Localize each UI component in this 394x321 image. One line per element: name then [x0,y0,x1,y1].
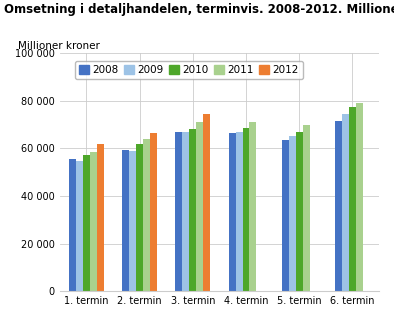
Bar [335,121,342,291]
Bar [282,140,289,291]
Bar [236,132,243,291]
Bar [122,150,129,291]
Bar [196,122,203,291]
Bar [303,125,310,291]
Bar [229,133,236,291]
Text: Omsetning i detaljhandelen, terminvis. 2008-2012. Millioner kroner: Omsetning i detaljhandelen, terminvis. 2… [4,3,394,16]
Bar [90,152,97,291]
Bar [83,155,90,291]
Bar [129,151,136,291]
Bar [349,107,356,291]
Bar [143,139,150,291]
Bar [249,122,256,291]
Bar [289,136,296,291]
Bar [182,132,189,291]
Bar [69,159,76,291]
Bar [342,114,349,291]
Bar [136,143,143,291]
Bar [76,161,83,291]
Bar [203,114,210,291]
Bar [243,128,249,291]
Bar [175,132,182,291]
Bar [97,143,104,291]
Bar [189,129,196,291]
Legend: 2008, 2009, 2010, 2011, 2012: 2008, 2009, 2010, 2011, 2012 [74,61,303,79]
Bar [356,103,363,291]
Text: Millioner kroner: Millioner kroner [18,41,100,51]
Bar [150,133,157,291]
Bar [296,132,303,291]
